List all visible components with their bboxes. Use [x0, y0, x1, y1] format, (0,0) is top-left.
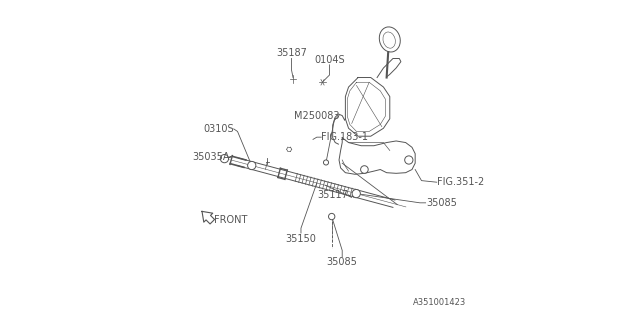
Circle shape [404, 156, 413, 164]
Circle shape [352, 189, 360, 198]
Circle shape [360, 166, 368, 173]
Text: 35085: 35085 [327, 257, 358, 267]
Text: FRONT: FRONT [214, 215, 247, 225]
Text: A351001423: A351001423 [413, 298, 466, 307]
Circle shape [220, 155, 228, 163]
Text: 35187: 35187 [276, 49, 307, 59]
Text: FIG.183-1: FIG.183-1 [321, 132, 368, 142]
Circle shape [323, 160, 328, 165]
Text: 35085: 35085 [426, 198, 457, 208]
Text: 35035A: 35035A [192, 152, 230, 162]
Text: M250083: M250083 [294, 111, 339, 121]
Ellipse shape [380, 27, 400, 52]
Text: 35117: 35117 [317, 190, 349, 200]
Text: FIG.351-2: FIG.351-2 [437, 177, 484, 187]
Ellipse shape [383, 32, 396, 48]
Text: 0310S: 0310S [203, 124, 234, 134]
Circle shape [248, 161, 256, 170]
Text: 0104S: 0104S [314, 55, 345, 65]
Text: 35150: 35150 [285, 234, 316, 244]
Circle shape [328, 213, 335, 220]
